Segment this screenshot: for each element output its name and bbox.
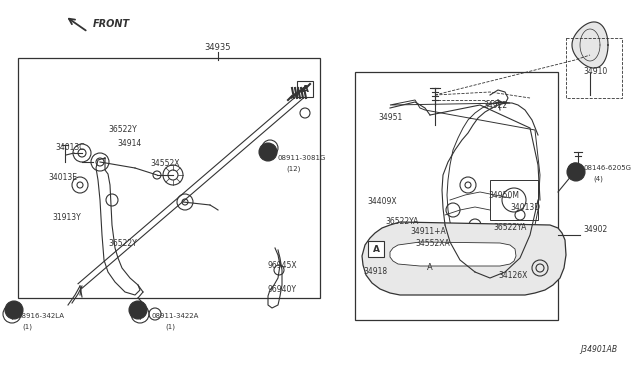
Text: 34918: 34918 — [363, 267, 387, 276]
Text: N: N — [265, 148, 271, 157]
Circle shape — [259, 143, 277, 161]
Bar — [297, 81, 313, 97]
Text: J34901AB: J34901AB — [580, 344, 617, 353]
Text: A: A — [301, 84, 308, 93]
Polygon shape — [390, 242, 516, 266]
Text: A: A — [427, 263, 433, 273]
Circle shape — [567, 163, 585, 181]
Text: N: N — [135, 305, 141, 314]
Text: 34552X: 34552X — [150, 158, 179, 167]
Text: 34914: 34914 — [117, 138, 141, 148]
Text: 34013D: 34013D — [510, 203, 540, 212]
Text: (1): (1) — [22, 324, 32, 330]
Polygon shape — [572, 22, 608, 68]
Bar — [490, 180, 538, 220]
Text: 08146-6205G: 08146-6205G — [583, 165, 631, 171]
Text: 36522YA: 36522YA — [385, 218, 419, 227]
Text: 08916-342LA: 08916-342LA — [18, 313, 65, 319]
Text: 08911-3081G: 08911-3081G — [278, 155, 326, 161]
Text: 08911-3422A: 08911-3422A — [152, 313, 200, 319]
Text: 34902: 34902 — [583, 225, 607, 234]
Text: B: B — [573, 167, 579, 176]
Text: 96940Y: 96940Y — [268, 285, 297, 295]
Text: 96945X: 96945X — [268, 260, 298, 269]
Text: (4): (4) — [593, 176, 603, 182]
Bar — [355, 72, 558, 320]
Text: 31913Y: 31913Y — [52, 214, 81, 222]
Text: 34013E: 34013E — [48, 173, 77, 183]
Text: 36522YA: 36522YA — [493, 222, 526, 231]
Bar — [368, 241, 384, 257]
Text: A: A — [372, 244, 380, 253]
Text: 34552XA: 34552XA — [415, 240, 450, 248]
Text: (1): (1) — [165, 324, 175, 330]
Text: (12): (12) — [286, 166, 300, 172]
Text: 34935: 34935 — [205, 44, 231, 52]
Text: 34126X: 34126X — [498, 270, 527, 279]
Text: 34922: 34922 — [483, 102, 507, 110]
Polygon shape — [362, 222, 566, 295]
Text: 34911+A: 34911+A — [410, 228, 445, 237]
Bar — [18, 58, 320, 298]
Circle shape — [129, 301, 147, 319]
Text: N: N — [11, 305, 17, 314]
Bar — [566, 38, 622, 98]
Text: 36522Y: 36522Y — [108, 238, 137, 247]
Text: 34951: 34951 — [378, 112, 403, 122]
Text: 34409X: 34409X — [367, 198, 397, 206]
Text: 34013C: 34013C — [55, 144, 84, 153]
Text: 36522Y: 36522Y — [108, 125, 137, 135]
Text: 34910: 34910 — [583, 67, 607, 77]
Circle shape — [5, 301, 23, 319]
Text: 34950M: 34950M — [488, 190, 519, 199]
Text: FRONT: FRONT — [93, 19, 130, 29]
